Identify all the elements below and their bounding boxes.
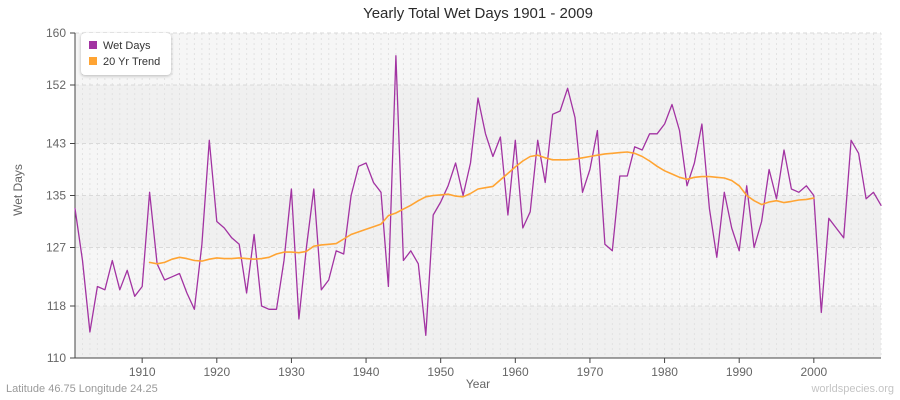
svg-text:152: 152: [46, 78, 66, 92]
coordinates-text: Latitude 46.75 Longitude 24.25: [6, 383, 158, 395]
wet-days-swatch-icon: [89, 41, 97, 49]
svg-text:2000: 2000: [800, 365, 827, 379]
svg-text:1930: 1930: [278, 365, 305, 379]
svg-text:1950: 1950: [427, 365, 454, 379]
svg-text:135: 135: [46, 189, 66, 203]
chart-title: Yearly Total Wet Days 1901 - 2009: [363, 5, 593, 22]
legend-item-trend: 20 Yr Trend: [89, 54, 160, 70]
y-axis-label: Wet Days: [11, 164, 25, 216]
svg-text:1920: 1920: [203, 365, 230, 379]
legend: Wet Days 20 Yr Trend: [81, 33, 172, 75]
svg-text:1910: 1910: [129, 365, 156, 379]
legend-item-wet-days: Wet Days: [89, 38, 160, 54]
trend-swatch-icon: [89, 57, 97, 65]
svg-text:110: 110: [47, 351, 66, 365]
svg-text:1940: 1940: [353, 365, 380, 379]
svg-text:1980: 1980: [651, 365, 678, 379]
svg-text:160: 160: [46, 26, 66, 40]
svg-text:143: 143: [46, 137, 66, 151]
svg-text:1960: 1960: [502, 365, 529, 379]
svg-text:127: 127: [46, 241, 66, 255]
svg-text:1970: 1970: [577, 365, 604, 379]
legend-label-wet-days: Wet Days: [103, 40, 151, 52]
svg-text:1990: 1990: [726, 365, 753, 379]
x-axis-label: Year: [465, 377, 491, 391]
watermark-text: worldspecies.org: [811, 383, 894, 395]
legend-label-trend: 20 Yr Trend: [103, 56, 161, 68]
svg-text:118: 118: [47, 299, 66, 313]
